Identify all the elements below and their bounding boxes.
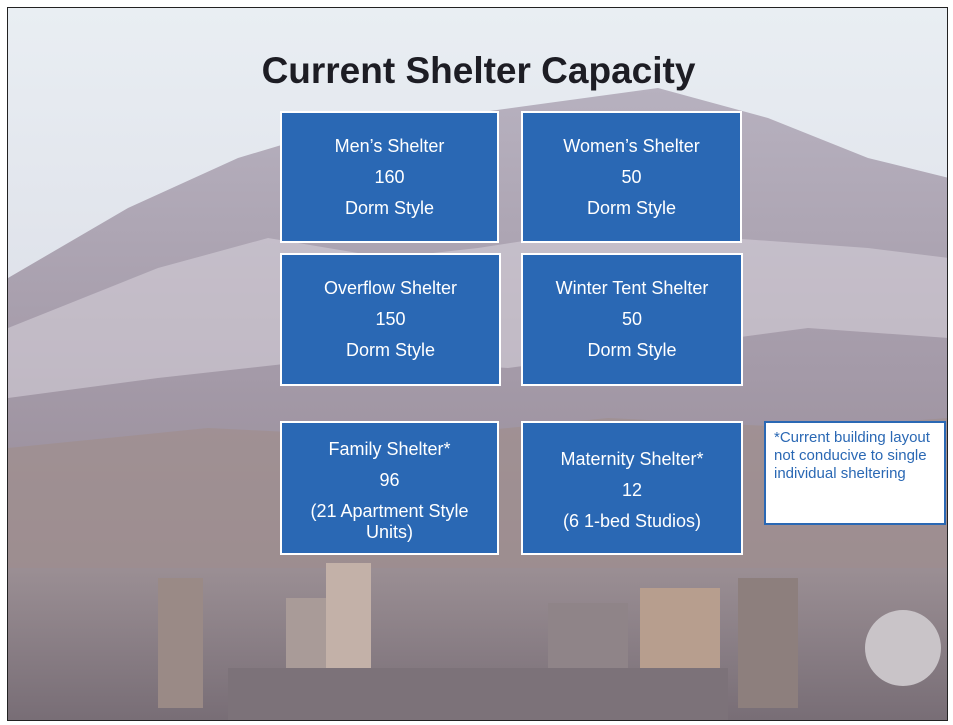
footnote-box: *Current building layout not conducive t… <box>764 421 946 525</box>
shelter-detail: (21 Apartment Style Units) <box>290 501 489 543</box>
shelter-capacity: 12 <box>531 475 733 506</box>
slide-frame: Current Shelter Capacity *Current buildi… <box>7 7 948 721</box>
shelter-capacity: 50 <box>531 304 733 335</box>
slide-title: Current Shelter Capacity <box>8 50 948 92</box>
shelter-detail: Dorm Style <box>290 335 491 366</box>
shelter-name: Men’s Shelter <box>290 131 489 162</box>
shelter-capacity: 96 <box>290 465 489 496</box>
shelter-name: Overflow Shelter <box>290 273 491 304</box>
shelter-capacity: 160 <box>290 162 489 193</box>
shelter-detail: Dorm Style <box>531 193 732 224</box>
shelter-name: Maternity Shelter* <box>531 444 733 475</box>
shelter-detail: (6 1-bed Studios) <box>531 511 733 532</box>
shelter-name: Women’s Shelter <box>531 131 732 162</box>
shelter-detail: Dorm Style <box>290 193 489 224</box>
shelter-capacity: 50 <box>531 162 732 193</box>
slide: Current Shelter Capacity *Current buildi… <box>0 0 953 725</box>
shelter-name: Winter Tent Shelter <box>531 273 733 304</box>
shelter-box: Maternity Shelter*12 (6 1-bed Studios) <box>521 421 743 555</box>
shelter-name: Family Shelter* <box>290 434 489 465</box>
page: {"title": "Current Shelter Capacity", "b… <box>0 0 953 725</box>
shelter-capacity: 150 <box>290 304 491 335</box>
shelter-box: Family Shelter*96 (21 Apartment Style Uni… <box>280 421 499 555</box>
shelter-detail: Dorm Style <box>531 335 733 366</box>
